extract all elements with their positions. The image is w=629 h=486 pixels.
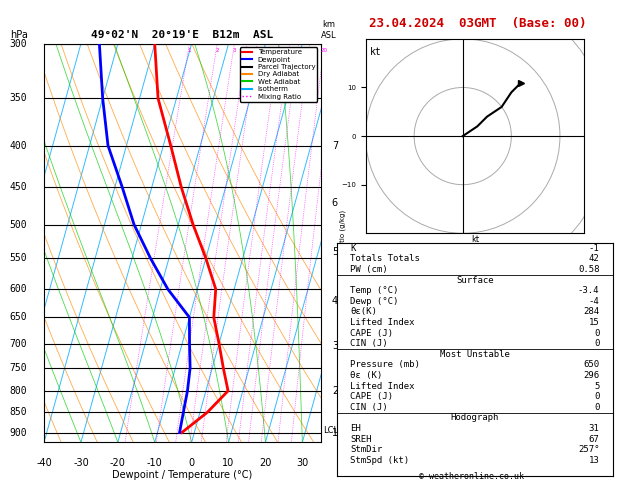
Text: Lifted Index: Lifted Index <box>350 382 415 391</box>
Text: 4: 4 <box>245 48 248 52</box>
Text: -20: -20 <box>110 458 126 468</box>
Text: CIN (J): CIN (J) <box>350 403 388 412</box>
Text: 0: 0 <box>594 329 599 338</box>
Text: Lifted Index: Lifted Index <box>350 318 415 327</box>
Text: K: K <box>350 244 356 253</box>
Text: 0: 0 <box>594 392 599 401</box>
Text: 2: 2 <box>332 386 338 396</box>
Text: 3: 3 <box>332 341 338 351</box>
Text: Pressure (mb): Pressure (mb) <box>350 361 420 369</box>
Text: km
ASL: km ASL <box>321 20 337 40</box>
Text: hPa: hPa <box>10 30 28 40</box>
Text: 350: 350 <box>10 93 28 104</box>
Text: 600: 600 <box>10 284 28 294</box>
Text: StmSpd (kt): StmSpd (kt) <box>350 456 409 465</box>
Text: 23.04.2024  03GMT  (Base: 00): 23.04.2024 03GMT (Base: 00) <box>369 17 587 30</box>
Text: Totals Totals: Totals Totals <box>350 254 420 263</box>
Text: 650: 650 <box>10 312 28 322</box>
Text: Hodograph: Hodograph <box>451 414 499 422</box>
X-axis label: Dewpoint / Temperature (°C): Dewpoint / Temperature (°C) <box>113 470 252 480</box>
Text: 15: 15 <box>589 318 599 327</box>
Text: 750: 750 <box>10 363 28 373</box>
Text: -4: -4 <box>589 297 599 306</box>
Text: 0: 0 <box>189 458 195 468</box>
Text: PW (cm): PW (cm) <box>350 265 388 274</box>
Text: 7: 7 <box>332 140 338 151</box>
Text: 67: 67 <box>589 434 599 444</box>
Text: 49°02'N  20°19'E  B12m  ASL: 49°02'N 20°19'E B12m ASL <box>91 30 274 40</box>
Text: 20: 20 <box>259 458 272 468</box>
Text: 8: 8 <box>277 48 281 52</box>
Text: 1: 1 <box>332 428 338 437</box>
Text: © weatheronline.co.uk: © weatheronline.co.uk <box>420 472 524 481</box>
Text: Surface: Surface <box>456 276 494 285</box>
Text: 15: 15 <box>306 48 313 52</box>
Text: 0: 0 <box>594 339 599 348</box>
Text: Temp (°C): Temp (°C) <box>350 286 399 295</box>
Text: Most Unstable: Most Unstable <box>440 350 510 359</box>
Text: 500: 500 <box>10 220 28 229</box>
Text: 10: 10 <box>286 48 293 52</box>
Text: 300: 300 <box>10 39 28 49</box>
Text: 257°: 257° <box>578 445 599 454</box>
Text: 31: 31 <box>589 424 599 433</box>
Text: Mixing Ratio (g/kg): Mixing Ratio (g/kg) <box>340 210 346 276</box>
Text: 6: 6 <box>332 198 338 208</box>
Text: -3.4: -3.4 <box>578 286 599 295</box>
Text: StmDir: StmDir <box>350 445 382 454</box>
Text: θε(K): θε(K) <box>350 308 377 316</box>
Text: 400: 400 <box>10 140 28 151</box>
Text: CIN (J): CIN (J) <box>350 339 388 348</box>
Text: 850: 850 <box>10 407 28 417</box>
Text: 900: 900 <box>10 428 28 437</box>
Text: CAPE (J): CAPE (J) <box>350 329 393 338</box>
Text: CAPE (J): CAPE (J) <box>350 392 393 401</box>
Text: 20: 20 <box>321 48 328 52</box>
Text: 4: 4 <box>332 295 338 306</box>
Text: 13: 13 <box>589 456 599 465</box>
Text: 1: 1 <box>187 48 191 52</box>
Text: 450: 450 <box>10 182 28 192</box>
Text: 0: 0 <box>594 403 599 412</box>
Text: EH: EH <box>350 424 361 433</box>
Text: -30: -30 <box>73 458 89 468</box>
Text: LCL: LCL <box>323 426 338 435</box>
Text: 42: 42 <box>589 254 599 263</box>
Text: 3: 3 <box>233 48 236 52</box>
Text: SREH: SREH <box>350 434 372 444</box>
Text: -10: -10 <box>147 458 163 468</box>
Text: 650: 650 <box>583 361 599 369</box>
Text: 5: 5 <box>332 247 338 257</box>
Text: -40: -40 <box>36 458 52 468</box>
Text: 5: 5 <box>255 48 259 52</box>
Text: 30: 30 <box>296 458 308 468</box>
Text: 2: 2 <box>216 48 219 52</box>
Text: 0.58: 0.58 <box>578 265 599 274</box>
Text: 5: 5 <box>594 382 599 391</box>
Text: 296: 296 <box>583 371 599 380</box>
Text: 700: 700 <box>10 339 28 348</box>
Text: 12: 12 <box>295 48 302 52</box>
Text: kt: kt <box>370 47 382 57</box>
Text: 550: 550 <box>10 253 28 263</box>
Legend: Temperature, Dewpoint, Parcel Trajectory, Dry Adiabat, Wet Adiabat, Isotherm, Mi: Temperature, Dewpoint, Parcel Trajectory… <box>240 47 317 102</box>
X-axis label: kt: kt <box>471 235 479 243</box>
Text: 10: 10 <box>223 458 235 468</box>
Text: 800: 800 <box>10 386 28 396</box>
Text: θε (K): θε (K) <box>350 371 382 380</box>
Text: Dewp (°C): Dewp (°C) <box>350 297 399 306</box>
Text: 284: 284 <box>583 308 599 316</box>
Text: -1: -1 <box>589 244 599 253</box>
